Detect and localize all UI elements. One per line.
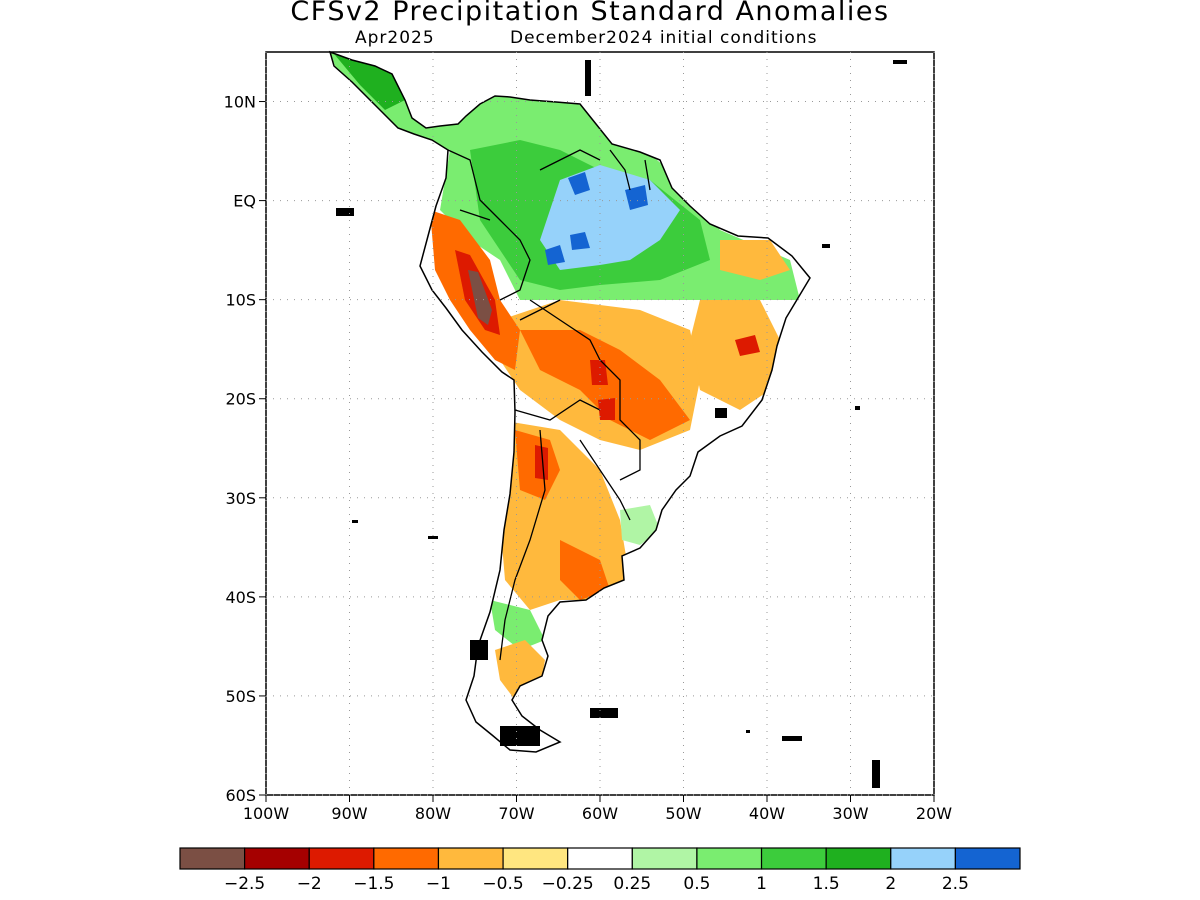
colorbar-label: −2.5 [224,874,265,894]
anomaly-region-andes-extreme-dry [468,270,492,325]
lon-tick-label: 50W [665,804,701,823]
colorbar-swatch [631,847,698,870]
lon-tick-label: 80W [415,804,451,823]
colorbar-label: −2 [297,874,322,894]
colorbar-label: 1.5 [813,874,840,894]
colorbar-label: 1 [756,874,767,894]
anomaly-region-northeast-very-dry [735,335,760,356]
colorbar-label: 0.25 [613,874,651,894]
anomaly-region-northeast-dry [690,240,790,410]
colorbar-swatch [244,847,310,870]
anomaly-region-central-strong-dry [590,360,615,420]
colorbar-swatch [890,847,956,870]
lon-tick-label: 20W [916,804,952,823]
islands [336,60,907,788]
anomaly-region-south-strong-dry [535,445,548,480]
lat-tick-label: 50S [225,687,256,706]
longitude-labels: 100W 90W 80W 70W 60W 50W 40W 30W 20W [243,804,952,823]
anomaly-region-southeast-light-wet [620,505,660,545]
lon-tick-label: 60W [582,804,618,823]
colorbar-label: −0.5 [482,874,523,894]
lat-tick-label: 40S [225,588,256,607]
colorbar-label: −1.5 [353,874,394,894]
lat-tick-label: 10S [225,291,256,310]
colorbar-label: −0.25 [542,874,594,894]
lon-tick-label: 70W [498,804,534,823]
colorbar-swatch [502,847,569,870]
lat-tick-label: 60S [225,786,256,805]
forecast-month: Apr2025 [355,28,435,48]
initial-conditions-label: December2024 initial conditions [510,28,818,48]
anomaly-region-patagonia-wet [490,600,545,650]
lon-tick-label: 90W [331,804,367,823]
map-title: CFSv2 Precipitation Standard Anomalies [290,0,890,27]
lat-tick-label: 30S [225,489,256,508]
colorbar-swatch [437,847,504,870]
lon-tick-label: 30W [832,804,868,823]
colorbar-label: 2 [885,874,896,894]
graticule [259,52,935,802]
anomaly-region-amazon-strong-wet [545,172,648,265]
colorbar-swatch [308,847,375,870]
colorbar-label: −1 [426,874,451,894]
country-borders [447,149,651,661]
colorbar-swatch [825,847,892,870]
colorbar-label: 0.5 [683,874,710,894]
lon-tick-label: 40W [749,804,785,823]
colorbar-swatch [373,847,440,870]
colorbar-swatch [179,847,246,870]
latitude-labels: 10N EQ 10S 20S 30S 40S 50S 60S [224,93,256,805]
colorbar-swatch [760,847,827,870]
lat-tick-label: 10N [224,93,256,112]
colorbar-label: 2.5 [942,874,969,894]
colorbar-swatch [954,847,1021,870]
colorbar-swatch [567,847,633,870]
colorbar-swatch [696,847,763,870]
lat-tick-label: EQ [233,192,256,211]
coastline [328,50,811,753]
lon-tick-label: 100W [243,804,290,823]
lat-tick-label: 20S [225,390,256,409]
